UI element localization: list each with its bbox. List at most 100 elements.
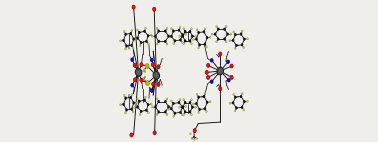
Ellipse shape [146, 81, 149, 85]
Ellipse shape [147, 35, 149, 37]
Ellipse shape [191, 35, 194, 37]
Ellipse shape [227, 33, 229, 35]
Ellipse shape [140, 41, 142, 44]
Ellipse shape [209, 101, 211, 103]
Ellipse shape [225, 41, 227, 43]
Ellipse shape [180, 39, 181, 41]
Ellipse shape [171, 106, 172, 108]
Ellipse shape [223, 38, 226, 40]
Ellipse shape [171, 35, 172, 37]
Ellipse shape [234, 110, 236, 112]
Ellipse shape [158, 111, 160, 113]
Ellipse shape [246, 38, 248, 40]
Ellipse shape [227, 78, 230, 82]
Ellipse shape [243, 46, 245, 49]
Ellipse shape [125, 109, 127, 111]
Ellipse shape [151, 63, 154, 67]
Ellipse shape [153, 131, 156, 135]
Ellipse shape [189, 101, 191, 104]
Ellipse shape [204, 92, 206, 95]
Ellipse shape [125, 45, 127, 47]
Ellipse shape [140, 78, 143, 82]
Ellipse shape [167, 35, 170, 37]
Ellipse shape [131, 30, 133, 32]
Ellipse shape [150, 103, 152, 105]
Ellipse shape [178, 29, 180, 32]
Ellipse shape [184, 101, 186, 104]
Ellipse shape [189, 111, 191, 113]
Ellipse shape [144, 79, 145, 81]
Ellipse shape [217, 28, 219, 30]
Ellipse shape [170, 107, 172, 110]
Ellipse shape [138, 100, 140, 103]
Ellipse shape [173, 43, 175, 45]
Ellipse shape [232, 102, 234, 104]
Ellipse shape [136, 37, 139, 39]
Ellipse shape [204, 107, 206, 110]
Ellipse shape [133, 63, 136, 67]
Ellipse shape [170, 28, 172, 30]
Ellipse shape [204, 28, 206, 30]
Ellipse shape [207, 75, 210, 79]
Ellipse shape [145, 64, 149, 68]
Ellipse shape [153, 7, 156, 11]
Ellipse shape [229, 102, 231, 104]
Ellipse shape [203, 95, 205, 98]
Ellipse shape [125, 112, 126, 114]
Ellipse shape [179, 35, 180, 37]
Ellipse shape [136, 38, 138, 40]
Ellipse shape [156, 27, 158, 30]
Ellipse shape [132, 111, 134, 113]
Ellipse shape [131, 108, 133, 110]
Ellipse shape [125, 97, 127, 99]
Ellipse shape [144, 30, 146, 33]
Ellipse shape [130, 133, 133, 137]
Ellipse shape [234, 34, 236, 36]
Ellipse shape [206, 101, 208, 104]
Ellipse shape [210, 59, 213, 62]
Ellipse shape [225, 25, 227, 28]
Ellipse shape [166, 98, 168, 100]
Ellipse shape [233, 31, 234, 33]
Ellipse shape [133, 38, 135, 40]
Ellipse shape [219, 52, 222, 56]
Ellipse shape [158, 100, 160, 103]
Ellipse shape [183, 114, 184, 116]
Ellipse shape [123, 94, 125, 96]
Ellipse shape [140, 110, 142, 113]
Ellipse shape [140, 63, 143, 67]
Ellipse shape [166, 27, 168, 30]
Ellipse shape [210, 80, 213, 83]
Ellipse shape [193, 129, 196, 133]
Ellipse shape [134, 107, 135, 109]
Ellipse shape [196, 93, 198, 95]
Ellipse shape [233, 93, 234, 96]
Ellipse shape [123, 30, 125, 33]
Ellipse shape [195, 102, 197, 105]
Ellipse shape [150, 34, 152, 36]
Ellipse shape [138, 31, 140, 34]
Ellipse shape [191, 43, 192, 45]
Ellipse shape [131, 83, 133, 87]
Ellipse shape [147, 103, 149, 106]
Ellipse shape [131, 93, 133, 96]
Ellipse shape [143, 70, 144, 72]
Ellipse shape [195, 35, 197, 37]
Ellipse shape [134, 38, 135, 40]
Ellipse shape [234, 96, 236, 98]
Ellipse shape [153, 71, 160, 79]
Ellipse shape [152, 35, 153, 37]
Ellipse shape [192, 38, 194, 40]
Ellipse shape [194, 138, 195, 140]
Ellipse shape [191, 99, 192, 101]
Ellipse shape [170, 35, 172, 38]
Ellipse shape [217, 67, 223, 75]
Ellipse shape [135, 69, 142, 76]
Ellipse shape [174, 112, 176, 114]
Ellipse shape [136, 106, 139, 108]
Ellipse shape [157, 83, 160, 86]
Ellipse shape [229, 40, 231, 42]
Ellipse shape [191, 106, 194, 108]
Ellipse shape [144, 76, 146, 78]
Ellipse shape [158, 30, 160, 32]
